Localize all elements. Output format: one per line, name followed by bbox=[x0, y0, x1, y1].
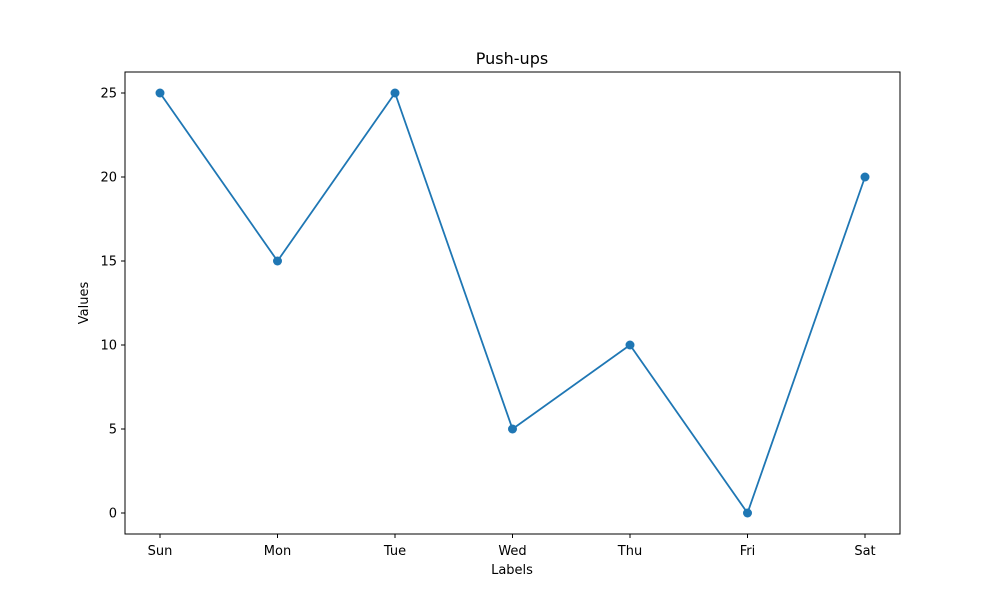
x-tick-label: Wed bbox=[498, 544, 526, 559]
x-axis-ticks: Sun Mon Tue Wed Thu Fri Sat bbox=[148, 534, 876, 559]
y-axis-ticks: 0 5 10 15 20 25 bbox=[100, 87, 125, 522]
data-point-marker bbox=[625, 340, 635, 350]
y-tick-label: 10 bbox=[100, 339, 117, 354]
x-tick-label: Thu bbox=[617, 544, 642, 559]
data-point-marker bbox=[508, 424, 517, 434]
y-axis-label: Values bbox=[77, 282, 92, 325]
data-point-marker bbox=[273, 256, 282, 266]
x-tick-label: Sat bbox=[854, 544, 875, 559]
data-point-marker bbox=[860, 172, 870, 182]
x-tick-label: Tue bbox=[383, 544, 406, 559]
x-tick-label: Sun bbox=[148, 544, 173, 559]
y-tick-label: 0 bbox=[109, 507, 117, 522]
x-tick-label: Fri bbox=[740, 544, 756, 559]
x-tick-label: Mon bbox=[264, 544, 291, 559]
series-layer bbox=[155, 88, 870, 518]
chart-title: Push-ups bbox=[476, 49, 548, 68]
y-tick-label: 15 bbox=[100, 255, 117, 270]
plot-frame bbox=[124, 71, 901, 535]
data-point-marker bbox=[155, 88, 165, 98]
x-axis-label: Labels bbox=[491, 563, 533, 578]
y-tick-label: 25 bbox=[100, 87, 117, 102]
y-tick-label: 20 bbox=[100, 171, 117, 186]
data-point-marker bbox=[743, 508, 752, 518]
data-point-marker bbox=[390, 88, 400, 98]
y-tick-label: 5 bbox=[109, 423, 117, 438]
